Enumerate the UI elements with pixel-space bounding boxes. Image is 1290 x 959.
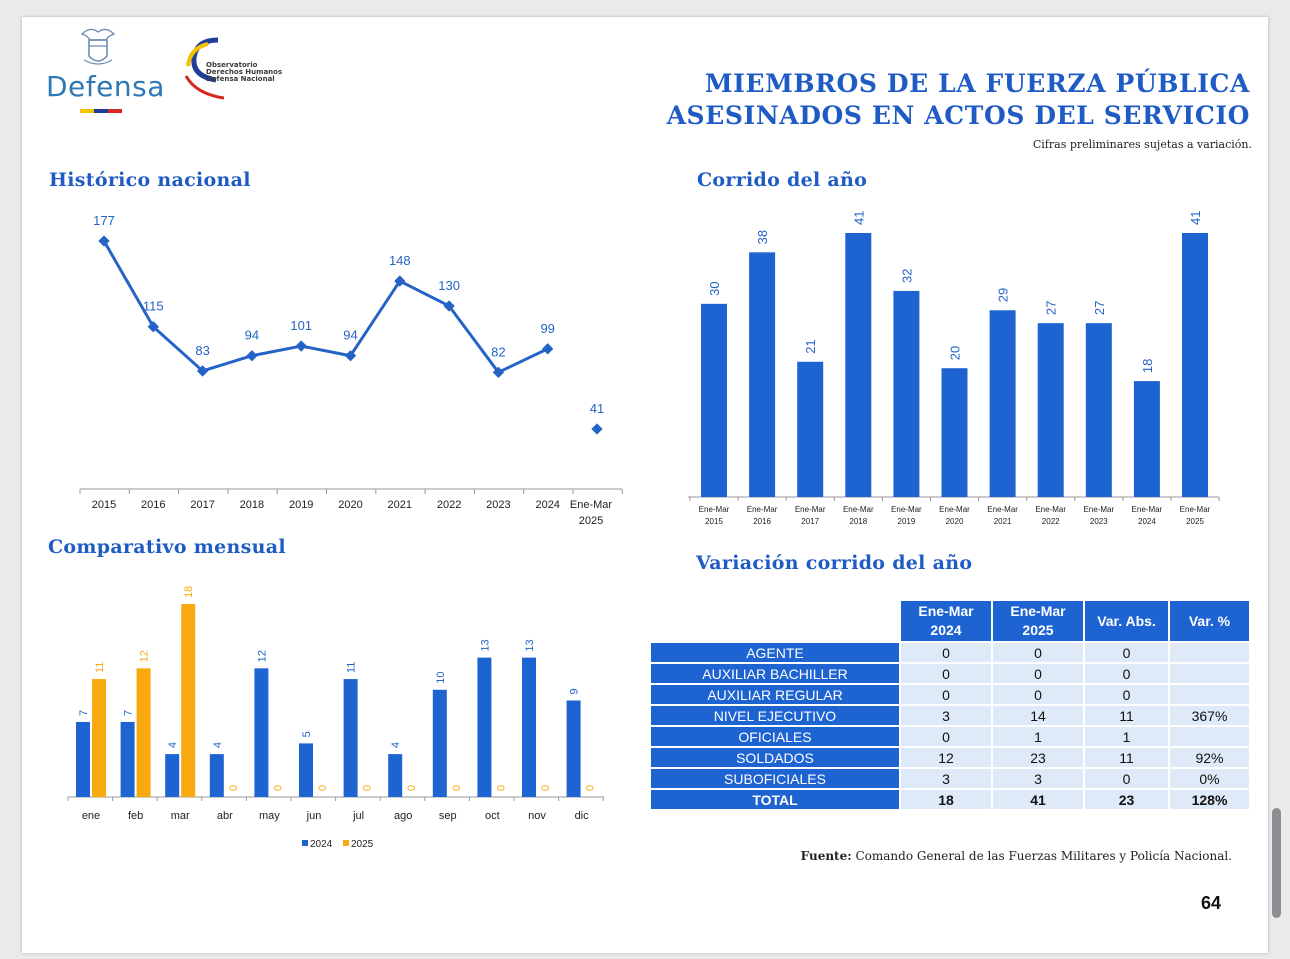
section-title-variacion: Variación corrido del año (696, 552, 973, 574)
cell-var-pct: 92% (1170, 748, 1249, 767)
section-title-comparativo: Comparativo mensual (48, 536, 286, 558)
table-row: AUXILIAR REGULAR 0 0 0 (651, 685, 1249, 704)
cell-2025: 1 (993, 727, 1083, 746)
source-note: Fuente: Comando General de las Fuerzas M… (801, 849, 1232, 863)
cell-2024: 3 (901, 769, 991, 788)
table-header-2024: Ene-Mar 2024 (901, 601, 991, 641)
variation-table: Ene-Mar 2024 Ene-Mar 2025 Var. Abs. Var. %… (649, 599, 1251, 811)
cell-2025: 3 (993, 769, 1083, 788)
table-header-empty (651, 601, 899, 641)
coat-of-arms-wings (80, 28, 116, 41)
row-label: AGENTE (651, 643, 899, 662)
cell-var-abs: 0 (1085, 685, 1168, 704)
cell-2025: 0 (993, 664, 1083, 683)
cell-2024: 18 (901, 790, 991, 809)
observatory-arc-red (184, 75, 225, 100)
row-label: AUXILIAR BACHILLER (651, 664, 899, 683)
table-header-2025-l2: 2025 (1022, 622, 1054, 638)
flag-blue (94, 109, 108, 113)
coat-of-arms-icon (80, 28, 116, 65)
cell-var-pct: 0% (1170, 769, 1249, 788)
scrollbar-thumb[interactable] (1272, 808, 1281, 918)
row-label: SUBOFICIALES (651, 769, 899, 788)
cell-var-abs: 0 (1085, 664, 1168, 683)
cell-var-abs: 11 (1085, 748, 1168, 767)
table-header-2025-l1: Ene-Mar (1010, 603, 1066, 619)
cell-2025: 0 (993, 685, 1083, 704)
flag-red (108, 109, 122, 113)
cell-2024: 0 (901, 727, 991, 746)
section-title-corrido: Corrido del año (697, 169, 868, 191)
page-title-line-2: ASESINADOS EN ACTOS DEL SERVICIO (666, 101, 1250, 130)
table-row: SOLDADOS 12 23 11 92% (651, 748, 1249, 767)
preliminary-note: Cifras preliminares sujetas a variación. (1032, 138, 1252, 151)
page-title: MIEMBROS DE LA FUERZA PÚBLICA ASESINADOS… (667, 68, 1250, 132)
row-label: TOTAL (651, 790, 899, 809)
table-row: AGENTE 0 0 0 (651, 643, 1249, 662)
table-header-var-pct: Var. % (1170, 601, 1249, 641)
row-label: AUXILIAR REGULAR (651, 685, 899, 704)
report-page (22, 17, 1268, 953)
cell-2024: 0 (901, 643, 991, 662)
cell-var-abs: 0 (1085, 769, 1168, 788)
table-row: SUBOFICIALES 3 3 0 0% (651, 769, 1249, 788)
page-number: 64 (1201, 893, 1222, 913)
cell-2024: 12 (901, 748, 991, 767)
cell-var-pct: 367% (1170, 706, 1249, 725)
cell-2025: 23 (993, 748, 1083, 767)
cell-2025: 0 (993, 643, 1083, 662)
cell-var-pct (1170, 664, 1249, 683)
cell-var-abs: 11 (1085, 706, 1168, 725)
coat-of-arms-shield (88, 39, 108, 62)
section-title-historico: Histórico nacional (49, 169, 251, 191)
row-label: OFICIALES (651, 727, 899, 746)
observatory-logo-text: Observatorio Derechos Humanos Defensa Na… (206, 62, 282, 83)
source-text: Comando General de las Fuerzas Militares… (851, 849, 1232, 863)
cell-2024: 0 (901, 664, 991, 683)
cell-2024: 0 (901, 685, 991, 704)
observatory-arc-blue (191, 37, 219, 83)
table-row: TOTAL 18 41 23 128% (651, 790, 1249, 809)
row-label: NIVEL EJECUTIVO (651, 706, 899, 725)
table-row: OFICIALES 0 1 1 (651, 727, 1249, 746)
flag-stripes (80, 109, 122, 113)
cell-2025: 41 (993, 790, 1083, 809)
cell-var-abs: 23 (1085, 790, 1168, 809)
cell-var-abs: 0 (1085, 643, 1168, 662)
flag-yellow (80, 109, 94, 113)
coat-of-arms-scroll (83, 59, 113, 65)
cell-2025: 14 (993, 706, 1083, 725)
table-row: NIVEL EJECUTIVO 3 14 11 367% (651, 706, 1249, 725)
cell-var-pct (1170, 727, 1249, 746)
variation-table-header: Ene-Mar 2024 Ene-Mar 2025 Var. Abs. Var. % (651, 601, 1249, 641)
table-header-var-abs: Var. Abs. (1085, 601, 1168, 641)
page-title-line-1: MIEMBROS DE LA FUERZA PÚBLICA (704, 69, 1250, 98)
observatory-line-2: Derechos Humanos (206, 68, 283, 76)
observatory-logo-icon (184, 37, 225, 100)
cell-var-pct (1170, 685, 1249, 704)
cell-var-pct (1170, 643, 1249, 662)
table-header-2024-l1: Ene-Mar (918, 603, 974, 619)
table-header-2025: Ene-Mar 2025 (993, 601, 1083, 641)
source-label: Fuente: (800, 849, 852, 863)
table-row: AUXILIAR BACHILLER 0 0 0 (651, 664, 1249, 683)
cell-var-abs: 1 (1085, 727, 1168, 746)
observatory-arc-yellow (186, 42, 209, 67)
defensa-logo-text: Defensa (46, 70, 165, 103)
cell-var-pct: 128% (1170, 790, 1249, 809)
observatory-line-1: Observatorio (206, 61, 258, 69)
table-header-2024-l2: 2024 (930, 622, 962, 638)
observatory-line-3: Defensa Nacional (206, 75, 275, 83)
row-label: SOLDADOS (651, 748, 899, 767)
cell-2024: 3 (901, 706, 991, 725)
